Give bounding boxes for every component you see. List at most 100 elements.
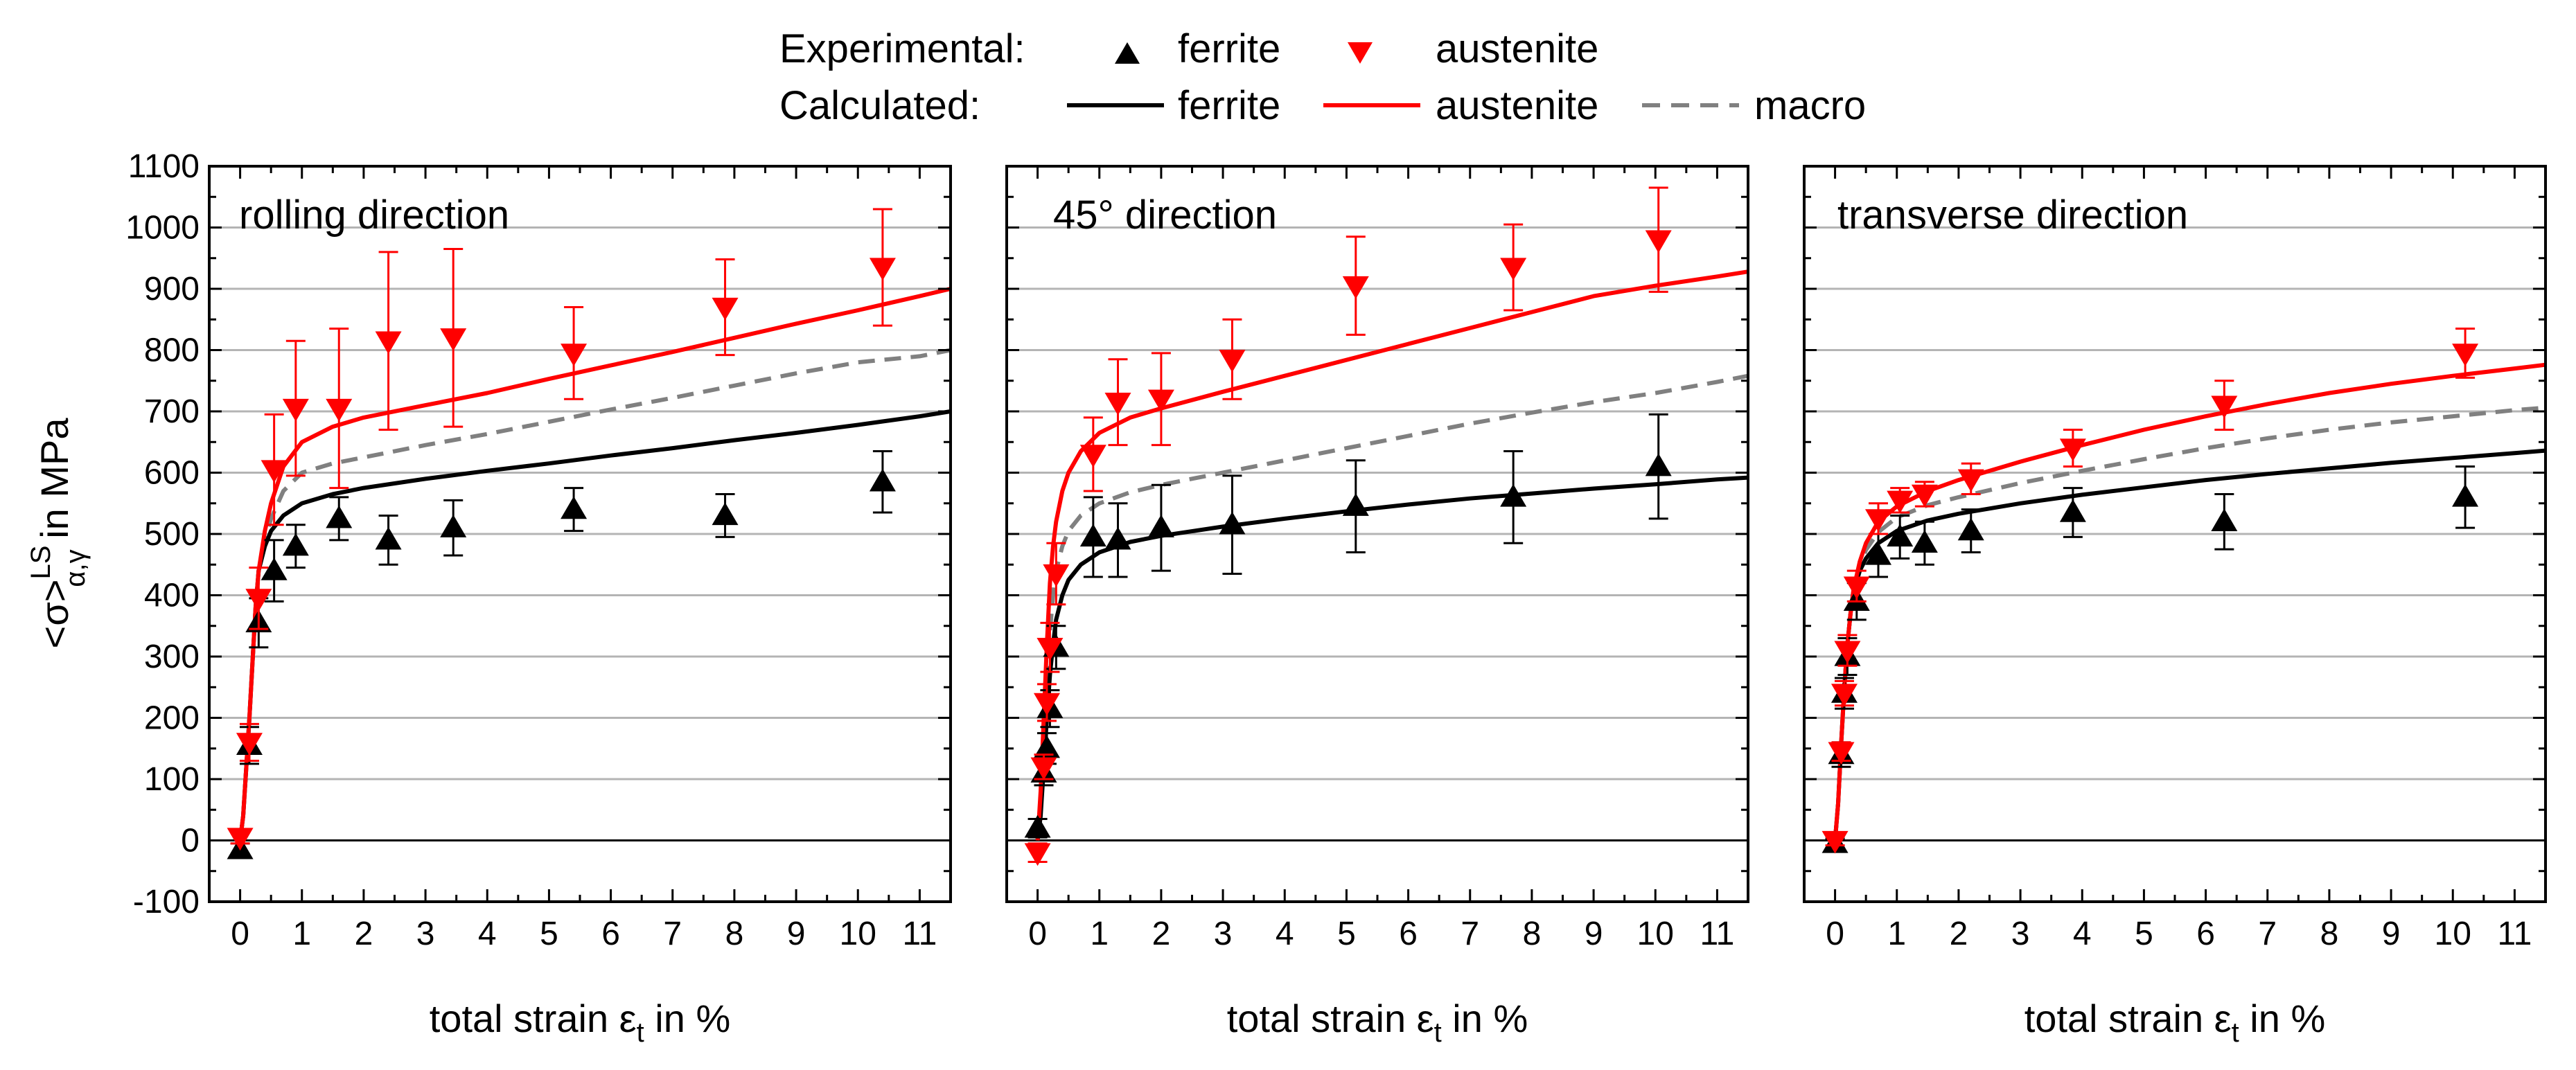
austenite-data-point: [1830, 684, 1858, 707]
ferrite-data-point: [1887, 524, 1914, 547]
austenite-data-point: [440, 328, 467, 351]
austenite-data-point: [1865, 509, 1891, 532]
austenite-data-point: [1843, 576, 1870, 600]
ferrite-data-point: [561, 496, 588, 519]
x-tick-label: 0: [1028, 916, 1047, 952]
legend-calc-austenite-label: austenite: [1436, 83, 1598, 128]
legend-calculated-label: Calculated:: [779, 83, 980, 128]
ferrite-data-point: [1024, 814, 1051, 838]
y-tick-label: 400: [144, 578, 200, 614]
x-tick-label: 10: [2435, 916, 2471, 952]
ferrite-data-point: [440, 515, 467, 537]
austenite-data-point: [869, 258, 896, 281]
austenite-data-point: [375, 331, 402, 355]
ferrite-data-point: [2059, 499, 2086, 522]
austenite-data-point: [326, 398, 353, 422]
panel-rolling-curves: [238, 287, 951, 841]
ferrite-data-point: [261, 558, 288, 580]
panel-45-points: [1024, 186, 1672, 866]
austenite-data-point: [1887, 490, 1914, 514]
y-tick-label: 800: [144, 332, 200, 369]
panel-transverse-calc-ferrite-line: [1833, 448, 2546, 841]
legend-marker-austenite-down-triangle: [1348, 42, 1373, 64]
panel-transverse-calc-austenite-line: [1833, 362, 2546, 841]
panel-rolling-calc-austenite-line: [238, 287, 951, 841]
x-tick-label: 4: [1276, 916, 1294, 952]
x-label-suffix: in %: [2239, 997, 2326, 1040]
legend-calc-macro-label: macro: [1754, 83, 1866, 128]
x-tick-label: 11: [2498, 916, 2532, 952]
panel-transverse-grid: [1804, 226, 2546, 841]
x-tick-label: 7: [663, 916, 682, 952]
ferrite-data-point: [1219, 511, 1246, 535]
ferrite-data-point: [1147, 515, 1174, 537]
panel-45-direction: 0 1 2 3 4 5 6 7 8 9 10 11 45° direction total strai…: [1005, 165, 1749, 1048]
legend-experimental-label: Experimental:: [779, 26, 1025, 71]
ferrite-data-point: [2211, 508, 2238, 531]
y-tick-label: -100: [133, 884, 200, 920]
panel-45-x-label: total strain εt in %: [1227, 997, 1528, 1048]
x-tick-label: 6: [601, 916, 620, 952]
x-tick-label: 6: [1399, 916, 1418, 952]
ferrite-data-point: [869, 468, 896, 492]
x-tick-label: 0: [1826, 916, 1844, 952]
x-tick-label: 1: [1090, 916, 1109, 952]
ferrite-data-point: [712, 502, 739, 526]
austenite-data-point: [1036, 638, 1064, 661]
y-tick-label: 0: [181, 823, 200, 859]
x-tick-label: 9: [1585, 916, 1603, 952]
x-tick-label: 1: [292, 916, 311, 952]
x-label-subscript: t: [637, 1017, 644, 1048]
panel-rolling-title: rolling direction: [239, 193, 509, 238]
panel-transverse-direction: 0 1 2 3 4 5 6 7 8 9 10 11 transverse direction tota…: [1803, 165, 2547, 1048]
panel-rolling-x-label: total strain εt in %: [430, 997, 731, 1048]
austenite-data-point: [245, 589, 272, 612]
panel-transverse-curves: [1833, 362, 2546, 841]
y-tick-label: 300: [144, 639, 200, 675]
austenite-data-point: [2211, 395, 2238, 419]
x-label-prefix: total strain ε: [430, 997, 637, 1040]
x-tick-label: 8: [1523, 916, 1542, 952]
y-axis-label-subscript: α,γ: [60, 549, 91, 587]
legend-exp-austenite-label: austenite: [1436, 26, 1598, 71]
y-tick-label: 700: [144, 393, 200, 430]
ferrite-data-point: [326, 505, 353, 528]
austenite-data-point: [261, 460, 288, 483]
x-tick-label: 1: [1887, 916, 1906, 952]
y-tick-label: 200: [144, 700, 200, 737]
x-label-suffix: in %: [1442, 997, 1528, 1040]
x-tick-label: 3: [1214, 916, 1233, 952]
austenite-data-point: [1828, 742, 1855, 765]
x-tick-label: 3: [2011, 916, 2030, 952]
x-tick-label: 8: [725, 916, 744, 952]
y-axis-label-superscript: LS: [26, 546, 56, 580]
x-tick-label: 2: [1950, 916, 1968, 952]
x-tick-label: 11: [903, 916, 937, 952]
x-tick-label: 2: [1152, 916, 1171, 952]
x-label-suffix: in %: [644, 997, 731, 1040]
x-tick-label: 0: [231, 916, 249, 952]
x-tick-label: 9: [787, 916, 806, 952]
ferrite-data-point: [282, 533, 309, 556]
ferrite-data-point: [1033, 735, 1060, 758]
legend-marker-ferrite-up-triangle: [1115, 42, 1140, 64]
panel-45-calc-ferrite-line: [1035, 475, 1749, 841]
x-tick-label: 5: [1337, 916, 1356, 952]
panel-45-ticks: 0 1 2 3 4 5 6 7 8 9 10 11: [1005, 165, 1749, 952]
y-axis-label: <σ>LS α,γ in MPa: [26, 418, 91, 649]
austenite-data-point: [1219, 350, 1246, 373]
austenite-data-point: [1821, 830, 1849, 854]
austenite-data-point: [1043, 564, 1070, 587]
x-label-prefix: total strain ε: [1227, 997, 1434, 1040]
ferrite-data-point: [1342, 493, 1369, 516]
austenite-data-point: [1500, 258, 1527, 281]
x-label-subscript: t: [1434, 1017, 1442, 1048]
x-tick-label: 9: [2382, 916, 2401, 952]
austenite-data-point: [1645, 230, 1672, 253]
panel-transverse-points: [1821, 328, 2479, 854]
y-tick-label: 1100: [128, 148, 200, 185]
panel-45-grid: [1007, 226, 1748, 841]
x-tick-label: 8: [2320, 916, 2339, 952]
austenite-data-point: [1104, 393, 1131, 416]
austenite-data-point: [1834, 641, 1861, 664]
